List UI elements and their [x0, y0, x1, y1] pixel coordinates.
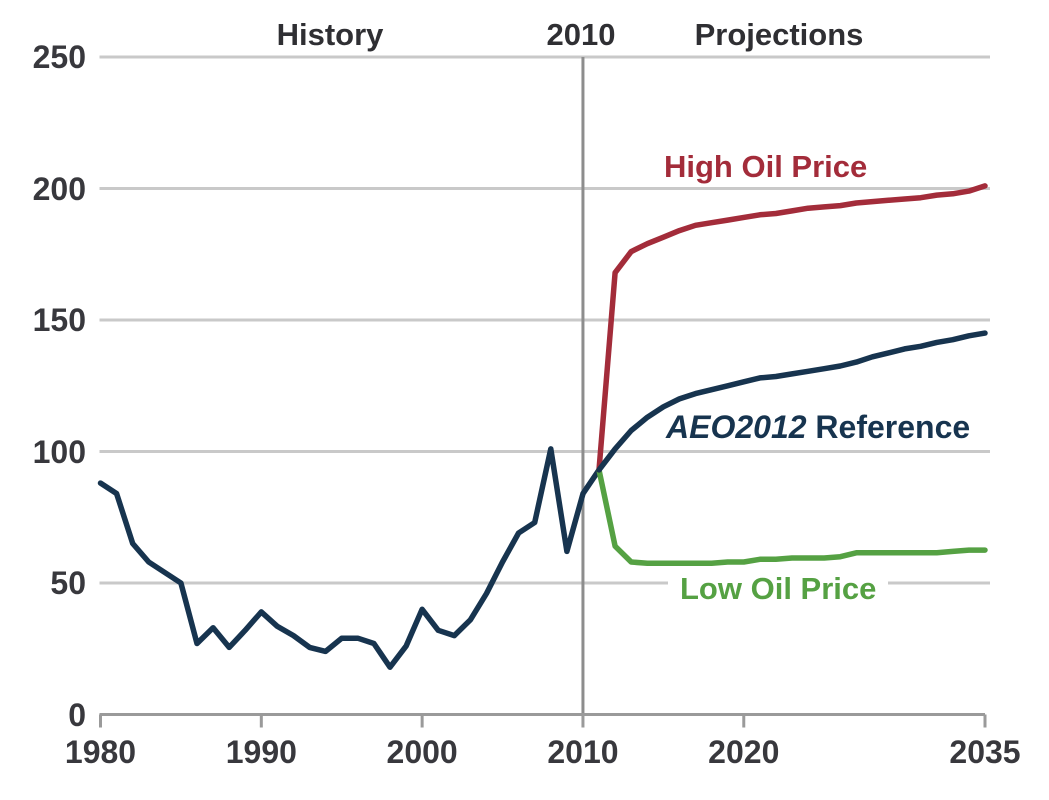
y-tick-label-250: 250: [32, 39, 86, 75]
reference-text: Reference: [815, 409, 971, 445]
x-tick-label-2035: 2035: [949, 734, 1021, 770]
x-tick-label-2010: 2010: [547, 734, 619, 770]
series-line-aeo2012-reference: [596, 330, 988, 473]
series-line-high-oil-price: [596, 183, 988, 473]
y-tick-label-50: 50: [50, 565, 86, 601]
aeo2012-reference-series-label: AEO2012 Reference: [666, 409, 970, 446]
x-tick-label-1980: 1980: [64, 734, 137, 770]
y-tick-label-150: 150: [32, 302, 86, 338]
y-tick-label-200: 200: [32, 170, 86, 207]
high-oil-price-series-label: High Oil Price: [664, 149, 868, 184]
x-tick-label-1990: 1990: [225, 734, 297, 770]
aeo2012-italic-text: AEO2012: [666, 409, 807, 445]
x-tick-label-2020: 2020: [708, 734, 780, 770]
projections-section-label: Projections: [694, 17, 864, 52]
y-tick-label-100: 100: [32, 433, 86, 470]
x-tick-label-2000: 2000: [386, 734, 458, 770]
series-line-low-oil-price: [596, 467, 988, 567]
divider-year-label: 2010: [546, 17, 616, 52]
y-tick-label-0: 0: [68, 696, 86, 733]
history-section-label: History: [276, 17, 384, 52]
series-line-history: [97, 446, 602, 670]
low-oil-price-series-label: Low Oil Price: [668, 571, 889, 607]
